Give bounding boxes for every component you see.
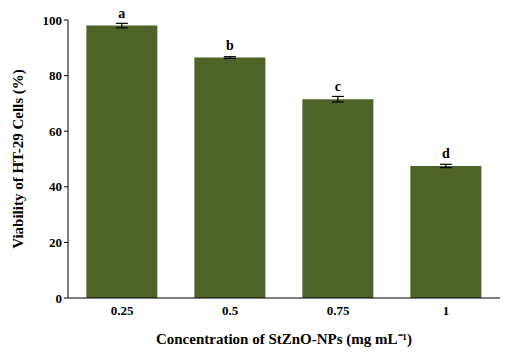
svg-text:0.75: 0.75 xyxy=(327,303,350,318)
svg-text:d: d xyxy=(442,146,450,161)
svg-text:b: b xyxy=(226,38,234,53)
svg-text:60: 60 xyxy=(49,124,62,139)
svg-text:Viability of HT-29 Cells (%): Viability of HT-29 Cells (%) xyxy=(10,69,27,249)
svg-text:c: c xyxy=(335,79,341,94)
svg-text:a: a xyxy=(118,8,125,21)
svg-text:1: 1 xyxy=(443,303,450,318)
svg-text:40: 40 xyxy=(49,179,62,194)
svg-text:20: 20 xyxy=(49,235,62,250)
svg-text:Concentration of StZnO-NPs (mg: Concentration of StZnO-NPs (mg mL⁻¹) xyxy=(156,331,412,348)
svg-text:0.5: 0.5 xyxy=(222,303,239,318)
svg-text:0: 0 xyxy=(56,291,63,306)
svg-text:80: 80 xyxy=(49,68,62,83)
svg-text:0.25: 0.25 xyxy=(111,303,134,318)
svg-text:100: 100 xyxy=(43,13,63,28)
